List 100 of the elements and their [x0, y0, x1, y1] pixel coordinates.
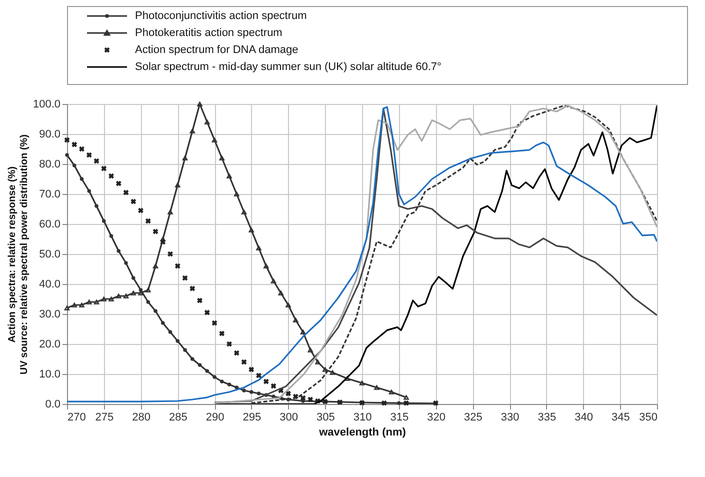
- point: [397, 401, 401, 405]
- point: [226, 174, 232, 178]
- x-tick-label: 350: [639, 412, 658, 424]
- point: [182, 156, 188, 160]
- point: [197, 102, 202, 106]
- point: [226, 341, 232, 347]
- point: [270, 278, 276, 284]
- point: [241, 210, 247, 214]
- point: [168, 330, 172, 334]
- point: [219, 330, 225, 336]
- point: [278, 290, 284, 296]
- point: [190, 357, 194, 361]
- line-series: [67, 106, 657, 402]
- point: [234, 350, 240, 356]
- point: [130, 290, 136, 296]
- point: [116, 180, 122, 186]
- point: [242, 388, 246, 392]
- point: [308, 396, 314, 402]
- point: [64, 306, 70, 310]
- point: [94, 204, 98, 208]
- point: [116, 294, 122, 298]
- legend-label: Solar spectrum - mid-day summer sun (UK) solar altitude 60.7°: [135, 61, 442, 73]
- x-tick-label: 285: [168, 412, 188, 424]
- point: [337, 399, 343, 405]
- x-tick-label: 295: [242, 412, 262, 424]
- point: [256, 392, 261, 396]
- y-tick-label: 10.0: [39, 368, 60, 380]
- legend-label: Action spectrum for DNA damage: [135, 44, 298, 56]
- point: [86, 300, 92, 304]
- point: [286, 390, 291, 396]
- point: [182, 275, 188, 281]
- y-tick-label: 20.0: [39, 338, 60, 350]
- point: [145, 218, 151, 224]
- point: [146, 288, 151, 292]
- point: [124, 261, 128, 265]
- y-tick-label: 60.0: [39, 218, 60, 230]
- point: [241, 359, 247, 365]
- y-tick-label: 50.0: [39, 248, 60, 260]
- point: [80, 177, 84, 181]
- point: [109, 234, 114, 238]
- point: [404, 395, 409, 400]
- point: [130, 198, 136, 204]
- point: [330, 370, 336, 375]
- point: [212, 138, 218, 142]
- point: [138, 208, 144, 214]
- point: [250, 390, 254, 394]
- point: [79, 302, 84, 308]
- point: [123, 190, 129, 196]
- point: [72, 164, 76, 168]
- point: [359, 380, 365, 386]
- point: [197, 298, 202, 304]
- y-tick-label: 80.0: [39, 158, 60, 170]
- x-tick-label: 280: [132, 412, 150, 424]
- x-tick-label: 345: [611, 412, 630, 424]
- x-axis-title: wavelength (nm): [318, 426, 406, 438]
- point: [286, 302, 291, 308]
- point: [160, 239, 166, 245]
- point: [94, 300, 100, 304]
- point: [168, 251, 173, 257]
- x-tick-label: 315: [390, 412, 409, 424]
- point: [234, 386, 238, 390]
- point: [388, 390, 394, 394]
- y-tick-label: 90.0: [39, 128, 60, 140]
- point: [374, 385, 380, 390]
- point: [72, 142, 78, 148]
- point: [256, 372, 262, 378]
- point: [220, 380, 224, 384]
- point: [205, 369, 209, 373]
- point: [101, 166, 107, 172]
- legend-label: Photoconjunctivitis action spectrum: [135, 10, 307, 22]
- point: [160, 236, 166, 242]
- x-tick-label: 335: [538, 412, 556, 424]
- y-tick-label: 100.0: [32, 98, 60, 110]
- y-tick-label: 0.0: [45, 398, 60, 410]
- point: [64, 137, 70, 143]
- point: [308, 348, 313, 352]
- point: [264, 264, 269, 268]
- point: [212, 320, 218, 326]
- point: [322, 367, 328, 372]
- x-tick-label: 275: [95, 412, 114, 424]
- point: [168, 210, 173, 214]
- x-tick-label: 305: [316, 412, 335, 424]
- point: [204, 120, 210, 124]
- point: [315, 360, 320, 364]
- point: [212, 375, 216, 379]
- x-tick-label: 290: [206, 412, 224, 424]
- x-tick-label: 320: [427, 412, 446, 424]
- point: [300, 330, 306, 334]
- point: [123, 294, 129, 298]
- point: [65, 153, 69, 157]
- point: [248, 366, 254, 372]
- point: [101, 296, 106, 302]
- point: [79, 146, 84, 152]
- y-tick-label: 40.0: [39, 278, 60, 290]
- x-tick-label: 300: [280, 412, 298, 424]
- legend-label: Photokeratitis action spectrum: [135, 27, 282, 39]
- y-axis-title: Action spectra: relative response (%) UV source: relative spectral power distribution (%): [6, 134, 30, 375]
- point: [198, 363, 202, 367]
- point: [381, 400, 387, 406]
- point: [152, 228, 158, 234]
